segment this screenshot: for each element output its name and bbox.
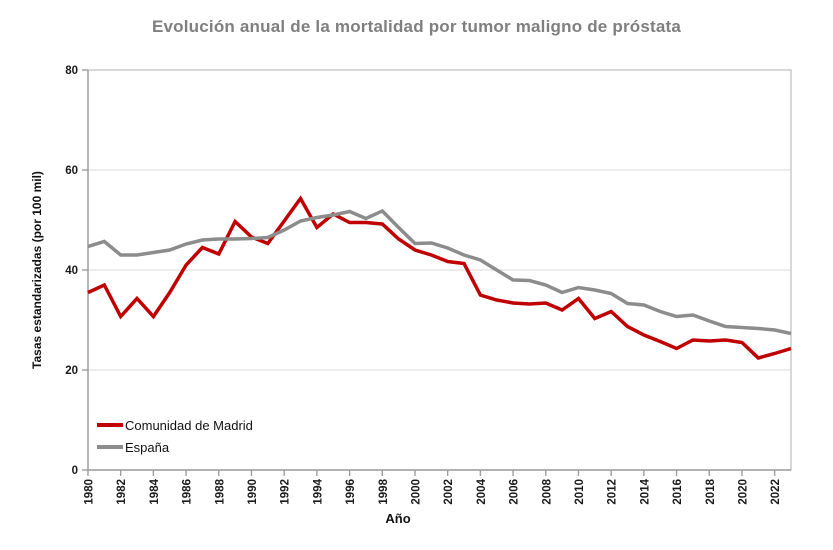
madrid-line-swatch bbox=[97, 423, 123, 427]
x-axis-title: Año bbox=[385, 511, 411, 526]
x-tick-label-1996: 1996 bbox=[345, 479, 357, 505]
x-tick-label-2014: 2014 bbox=[639, 478, 651, 504]
x-tick-label-1982: 1982 bbox=[116, 479, 128, 505]
x-tick-label-1992: 1992 bbox=[280, 479, 292, 505]
x-tick-label-2010: 2010 bbox=[574, 479, 586, 505]
y-tick-label-80: 80 bbox=[65, 65, 78, 77]
legend-label-espana: España bbox=[125, 439, 170, 455]
x-tick-label-2022: 2022 bbox=[770, 479, 782, 505]
chart-title: Evolución anual de la mortalidad por tum… bbox=[151, 17, 682, 36]
x-tick-label-1990: 1990 bbox=[247, 479, 259, 505]
legend-item-madrid: Comunidad de Madrid bbox=[97, 414, 253, 436]
y-tick-label-40: 40 bbox=[65, 265, 78, 277]
legend-label-madrid: Comunidad de Madrid bbox=[125, 417, 253, 433]
x-tick-label-2020: 2020 bbox=[737, 479, 749, 505]
x-tick-label-2016: 2016 bbox=[672, 479, 684, 505]
x-tick-label-1998: 1998 bbox=[378, 478, 390, 504]
x-tick-label-1980: 1980 bbox=[84, 479, 96, 505]
x-tick-label-2000: 2000 bbox=[410, 479, 422, 505]
x-tick-label-1988: 1988 bbox=[214, 478, 226, 504]
x-tick-label-2002: 2002 bbox=[443, 479, 455, 505]
x-tick-label-2018: 2018 bbox=[705, 478, 717, 504]
x-tick-label-2006: 2006 bbox=[509, 479, 521, 505]
x-tick-label-2004: 2004 bbox=[476, 478, 488, 504]
legend-item-espana: España bbox=[97, 436, 253, 458]
y-axis-title: Tasas estandarizadas (por 100 mil) bbox=[30, 171, 44, 369]
y-tick-label-60: 60 bbox=[65, 165, 78, 177]
series-line-espana bbox=[87, 208, 792, 336]
x-tick-label-1994: 1994 bbox=[312, 478, 324, 504]
legend: Comunidad de Madrid España bbox=[97, 414, 253, 458]
y-tick-label-20: 20 bbox=[65, 365, 78, 377]
x-tick-label-1986: 1986 bbox=[182, 479, 194, 505]
espana-line-swatch bbox=[97, 445, 123, 449]
x-tick-label-1984: 1984 bbox=[149, 478, 161, 504]
y-tick-label-0: 0 bbox=[72, 465, 78, 477]
series-line-madrid bbox=[87, 195, 792, 360]
x-tick-label-2008: 2008 bbox=[541, 478, 553, 504]
x-tick-label-2012: 2012 bbox=[607, 479, 619, 505]
